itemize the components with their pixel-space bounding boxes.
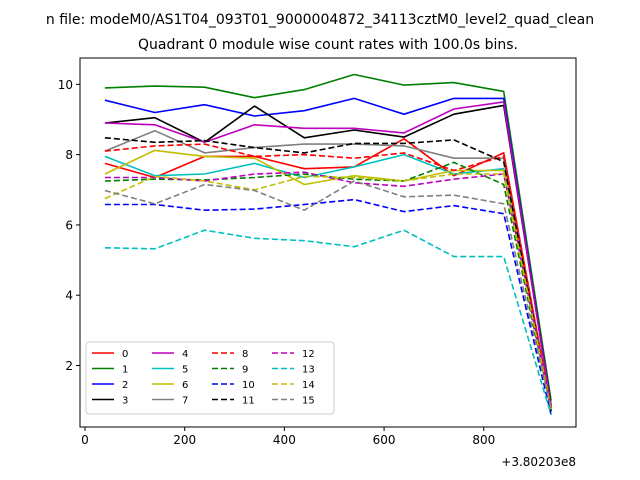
- legend-label-9: 9: [242, 365, 248, 376]
- legend-label-3: 3: [122, 396, 128, 407]
- x-tick-label: 600: [373, 433, 396, 447]
- x-tick-label: 200: [173, 433, 196, 447]
- series-line-2: [104, 97, 552, 407]
- plot-frame: [79, 57, 577, 428]
- series-line-0: [104, 138, 552, 408]
- series-line-4: [104, 101, 552, 408]
- y-tick-label: 6: [65, 218, 73, 232]
- chart-suptitle: n file: modeM0/AS1T04_093T01_9000004872_…: [46, 12, 594, 28]
- legend-label-8: 8: [242, 349, 248, 360]
- chart-title: Quadrant 0 module wise count rates with …: [138, 37, 518, 53]
- series-line-14: [104, 173, 552, 410]
- series-line-12: [104, 171, 552, 408]
- series-line-3: [104, 104, 552, 407]
- legend-label-11: 11: [242, 396, 255, 407]
- series-line-8: [104, 143, 552, 408]
- x-tick-label: 400: [273, 433, 296, 447]
- y-tick-label: 8: [65, 148, 73, 162]
- legend-label-5: 5: [182, 365, 188, 376]
- legend-label-13: 13: [302, 365, 315, 376]
- legend-label-15: 15: [302, 396, 315, 407]
- legend-label-12: 12: [302, 349, 315, 360]
- legend-label-10: 10: [242, 380, 255, 391]
- legend-box: [85, 341, 335, 415]
- series-line-1: [104, 73, 552, 401]
- y-tick-label: 4: [65, 289, 73, 303]
- x-offset-label: +3.80203e8: [501, 455, 576, 469]
- legend-label-7: 7: [182, 396, 188, 407]
- legend-label-0: 0: [122, 349, 128, 360]
- series-line-5: [104, 153, 552, 412]
- x-tick-label: 0: [81, 433, 89, 447]
- y-tick-label: 2: [65, 359, 73, 373]
- legend-label-2: 2: [122, 380, 128, 391]
- legend-label-4: 4: [182, 349, 188, 360]
- series-line-15: [104, 180, 552, 410]
- x-tick-label: 800: [472, 433, 495, 447]
- series-line-10: [104, 198, 552, 415]
- series-line-11: [104, 137, 552, 412]
- y-tick-label: 10: [58, 78, 73, 92]
- legend-label-6: 6: [182, 380, 188, 391]
- series-line-13: [104, 229, 552, 415]
- legend-label-1: 1: [122, 365, 128, 376]
- legend-label-14: 14: [302, 380, 315, 391]
- series-line-6: [104, 149, 552, 410]
